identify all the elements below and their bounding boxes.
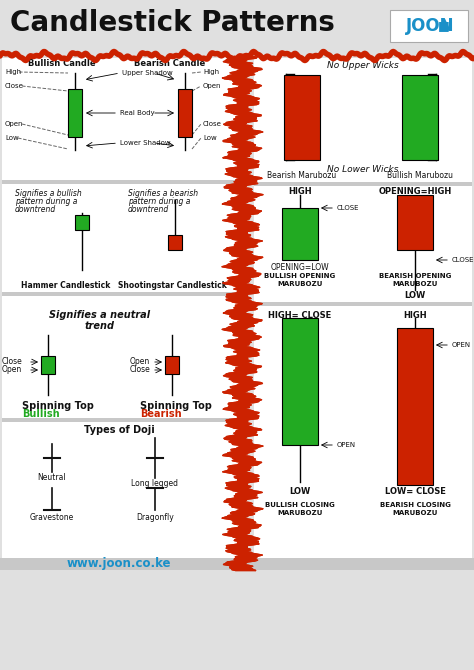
Text: JOON: JOON [406, 17, 455, 35]
Bar [2, 418, 240, 422]
Text: Hammer Candlestick: Hammer Candlestick [21, 281, 111, 289]
Bar [2, 180, 240, 184]
Text: Open: Open [2, 366, 22, 375]
Text: MARUBOZU: MARUBOZU [392, 281, 438, 287]
Text: Signifies a bearish: Signifies a bearish [128, 190, 198, 198]
Text: BEARISH CLOSING: BEARISH CLOSING [380, 502, 450, 508]
Text: High: High [203, 69, 219, 75]
Text: No Lower Wicks: No Lower Wicks [327, 165, 399, 174]
Text: No Upper Wicks: No Upper Wicks [327, 62, 399, 70]
Text: Close: Close [130, 366, 151, 375]
Text: Open: Open [5, 121, 24, 127]
Text: OPENING=LOW: OPENING=LOW [271, 263, 329, 271]
Text: OPEN: OPEN [452, 342, 471, 348]
Text: Lower Shadow: Lower Shadow [120, 140, 171, 146]
Text: CLOSE: CLOSE [452, 257, 474, 263]
Text: Gravestone: Gravestone [30, 513, 74, 523]
Bar [282, 208, 318, 260]
Text: HIGH: HIGH [403, 310, 427, 320]
Text: Shootingstar Candlestick: Shootingstar Candlestick [118, 281, 227, 289]
Text: High: High [5, 69, 21, 75]
Text: Close: Close [203, 121, 222, 127]
Bar [397, 328, 433, 485]
Text: downtrend: downtrend [15, 206, 56, 214]
Bar [254, 58, 472, 182]
Text: Bullish: Bullish [22, 409, 60, 419]
Text: Real Body: Real Body [120, 110, 155, 116]
Text: Types of Doji: Types of Doji [83, 425, 155, 435]
Text: Signifies a neutral: Signifies a neutral [49, 310, 151, 320]
Text: CLOSE: CLOSE [337, 205, 359, 211]
Text: pattern during a: pattern during a [15, 198, 77, 206]
Bar [2, 296, 240, 418]
Text: Open: Open [130, 358, 150, 366]
Text: pattern during a: pattern during a [128, 198, 191, 206]
Text: Bullish Marubozu: Bullish Marubozu [387, 172, 453, 180]
Bar [41, 356, 55, 374]
Text: Spinning Top: Spinning Top [140, 401, 212, 411]
Text: OPENING=HIGH: OPENING=HIGH [378, 188, 452, 196]
Bar [168, 235, 182, 250]
Bar [390, 10, 468, 42]
Bar [402, 75, 438, 160]
Text: Low: Low [5, 135, 19, 141]
Text: HIGH= CLOSE: HIGH= CLOSE [268, 310, 332, 320]
Bar [254, 186, 472, 302]
Bar [254, 182, 472, 186]
Text: Candlestick Patterns: Candlestick Patterns [10, 9, 335, 37]
Text: Neutral: Neutral [38, 474, 66, 482]
Text: Bullish Candle: Bullish Candle [28, 60, 96, 68]
Text: ■: ■ [438, 19, 450, 33]
Text: LOW: LOW [404, 291, 426, 301]
Text: MARUBOZU: MARUBOZU [277, 510, 323, 516]
Text: Bearish Candle: Bearish Candle [134, 60, 206, 68]
Bar [178, 89, 192, 137]
Bar [0, 558, 474, 570]
Text: OPEN: OPEN [337, 442, 356, 448]
Text: Open: Open [203, 83, 221, 89]
Text: Low: Low [203, 135, 217, 141]
Text: Bearish Marubozu: Bearish Marubozu [267, 172, 337, 180]
Text: MARUBOZU: MARUBOZU [392, 510, 438, 516]
Text: Bearish: Bearish [140, 409, 182, 419]
Bar [254, 306, 472, 558]
Bar [68, 89, 82, 137]
Text: Upper Shadow: Upper Shadow [122, 70, 173, 76]
Text: BEARISH OPENING: BEARISH OPENING [379, 273, 451, 279]
Text: trend: trend [85, 321, 115, 331]
Text: www.joon.co.ke: www.joon.co.ke [67, 557, 171, 570]
Bar [0, 0, 474, 55]
Bar [284, 75, 320, 160]
Text: Spinning Top: Spinning Top [22, 401, 94, 411]
Text: Close: Close [5, 83, 24, 89]
Bar [282, 318, 318, 445]
Text: HIGH: HIGH [288, 188, 312, 196]
Text: Signifies a bullish: Signifies a bullish [15, 190, 82, 198]
Bar [2, 184, 240, 292]
Text: LOW: LOW [289, 488, 310, 496]
Bar [165, 356, 179, 374]
Text: BULLISH OPENING: BULLISH OPENING [264, 273, 336, 279]
Bar [75, 215, 89, 230]
Text: downtrend: downtrend [128, 206, 169, 214]
Bar [2, 58, 240, 180]
Text: MARUBOZU: MARUBOZU [277, 281, 323, 287]
Text: Long legged: Long legged [131, 478, 179, 488]
Text: LOW= CLOSE: LOW= CLOSE [384, 488, 446, 496]
Text: Dragonfly: Dragonfly [136, 513, 174, 523]
Bar [254, 302, 472, 306]
Bar [2, 292, 240, 296]
Bar [397, 195, 433, 250]
Bar [2, 422, 240, 560]
Text: Close: Close [2, 358, 23, 366]
Text: BULLISH CLOSING: BULLISH CLOSING [265, 502, 335, 508]
